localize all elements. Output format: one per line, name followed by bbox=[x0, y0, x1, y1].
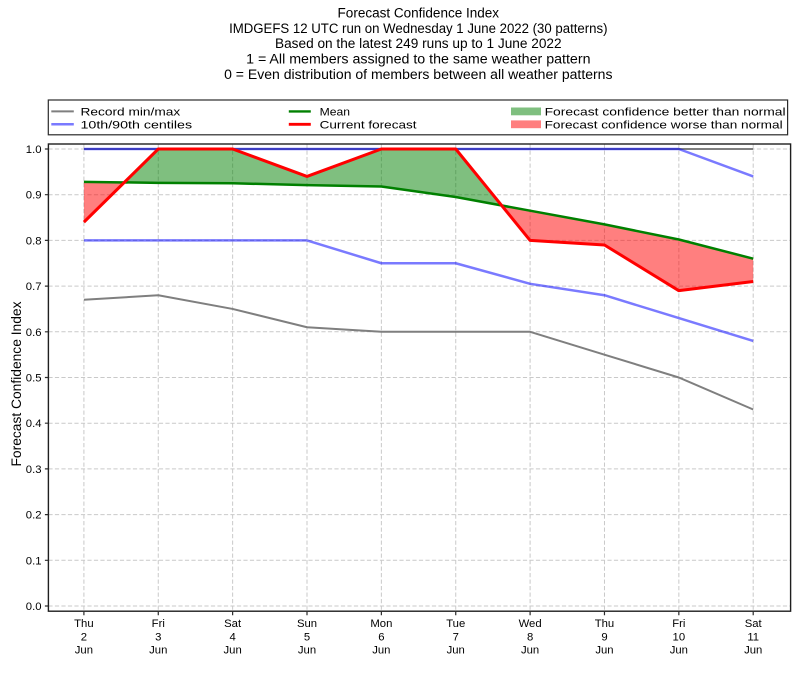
svg-text:3: 3 bbox=[155, 631, 161, 643]
svg-text:Forecast confidence better tha: Forecast confidence better than normal bbox=[545, 106, 786, 118]
svg-text:Jun: Jun bbox=[521, 645, 539, 657]
svg-text:0.7: 0.7 bbox=[26, 281, 42, 293]
svg-text:0.8: 0.8 bbox=[26, 235, 42, 247]
svg-text:8: 8 bbox=[527, 631, 533, 643]
svg-text:2: 2 bbox=[81, 631, 87, 643]
svg-text:Jun: Jun bbox=[744, 645, 762, 657]
svg-text:Jun: Jun bbox=[75, 645, 93, 657]
svg-text:Fri: Fri bbox=[152, 618, 165, 630]
svg-text:9: 9 bbox=[601, 631, 607, 643]
svg-text:Based on the latest 249 runs u: Based on the latest 249 runs up to 1 Jun… bbox=[275, 36, 562, 51]
svg-text:5: 5 bbox=[304, 631, 310, 643]
svg-text:Sat: Sat bbox=[745, 618, 763, 630]
svg-text:Thu: Thu bbox=[74, 618, 93, 630]
svg-text:Sat: Sat bbox=[224, 618, 242, 630]
svg-text:Wed: Wed bbox=[519, 618, 542, 630]
svg-text:1 = All members assigned to th: 1 = All members assigned to the same wea… bbox=[246, 52, 590, 67]
svg-text:Record min/max: Record min/max bbox=[81, 106, 181, 118]
svg-text:Jun: Jun bbox=[224, 645, 242, 657]
svg-text:1.0: 1.0 bbox=[26, 144, 42, 156]
svg-text:Mon: Mon bbox=[370, 618, 392, 630]
svg-text:11: 11 bbox=[747, 631, 759, 643]
svg-text:0.2: 0.2 bbox=[26, 510, 42, 522]
svg-text:0.0: 0.0 bbox=[26, 601, 42, 613]
svg-text:0.6: 0.6 bbox=[26, 327, 42, 339]
svg-text:Current forecast: Current forecast bbox=[320, 119, 418, 131]
svg-text:0.1: 0.1 bbox=[26, 555, 42, 567]
svg-text:0 = Even distribution of membe: 0 = Even distribution of members between… bbox=[224, 67, 613, 82]
svg-text:Thu: Thu bbox=[595, 618, 614, 630]
svg-text:Forecast Confidence Index: Forecast Confidence Index bbox=[338, 5, 500, 20]
svg-text:Jun: Jun bbox=[372, 645, 390, 657]
svg-text:Jun: Jun bbox=[670, 645, 688, 657]
svg-text:0.5: 0.5 bbox=[26, 373, 42, 385]
svg-text:Mean: Mean bbox=[320, 106, 350, 118]
svg-text:Jun: Jun bbox=[149, 645, 167, 657]
svg-text:Fri: Fri bbox=[672, 618, 685, 630]
svg-text:10: 10 bbox=[673, 631, 686, 643]
svg-text:Sun: Sun bbox=[297, 618, 317, 630]
svg-text:Jun: Jun bbox=[595, 645, 613, 657]
svg-text:10th/90th centiles: 10th/90th centiles bbox=[81, 119, 193, 131]
svg-text:7: 7 bbox=[453, 631, 459, 643]
svg-text:IMDGEFS 12 UTC run on Wednesda: IMDGEFS 12 UTC run on Wednesday 1 June 2… bbox=[229, 21, 607, 36]
svg-text:Tue: Tue bbox=[446, 618, 465, 630]
svg-text:Jun: Jun bbox=[447, 645, 465, 657]
svg-text:Forecast confidence worse than: Forecast confidence worse than normal bbox=[545, 119, 783, 131]
svg-text:0.4: 0.4 bbox=[26, 418, 42, 430]
svg-text:0.9: 0.9 bbox=[26, 190, 42, 202]
svg-text:6: 6 bbox=[378, 631, 384, 643]
svg-text:Jun: Jun bbox=[298, 645, 316, 657]
svg-text:4: 4 bbox=[229, 631, 235, 643]
svg-text:0.3: 0.3 bbox=[26, 464, 42, 476]
svg-text:Forecast Confidence Index: Forecast Confidence Index bbox=[9, 301, 24, 466]
